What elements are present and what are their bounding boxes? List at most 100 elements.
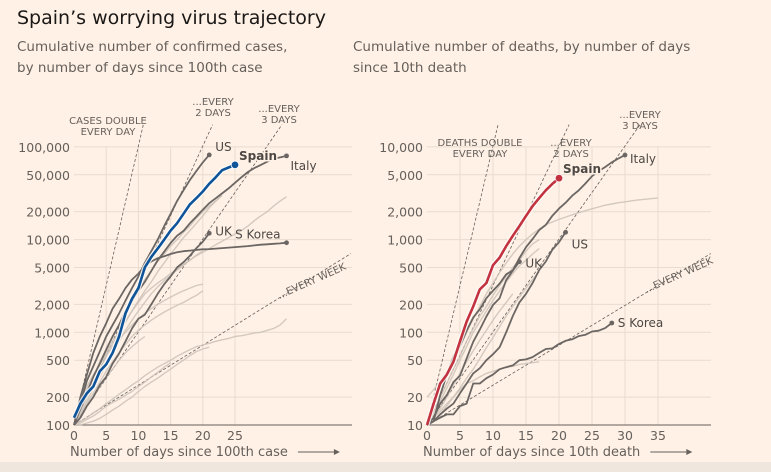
x-tick-label: 10 [130, 428, 146, 443]
cases-chart: 1002005001,0002,0005,00010,00020,00050,0… [18, 97, 352, 460]
series-line-other-3 [426, 248, 540, 426]
y-tick-label: 1,000 [387, 233, 423, 248]
y-tick-label: 200 [399, 297, 423, 312]
y-tick-label: 20 [407, 390, 423, 405]
y-tick-label: 500 [399, 261, 423, 276]
y-tick-label: 500 [46, 353, 70, 368]
doubling-guide-label: CASES DOUBLE [69, 116, 147, 127]
doubling-guide-line [73, 253, 352, 426]
series-label-italy: Italy [630, 152, 656, 166]
series-line-other-4 [426, 293, 514, 426]
series-label-spain: Spain [563, 162, 601, 176]
x-axis-title: Number of days since 100th case [70, 445, 288, 460]
series-label-s-korea: S Korea [618, 316, 663, 330]
doubling-guide-label: ...EVERY [619, 110, 661, 121]
series-line-other-5 [73, 318, 287, 426]
arrowhead-icon [686, 449, 693, 455]
series-line-s-korea [73, 241, 287, 426]
footer-strip [0, 462, 771, 472]
cases-subtitle-line1: Cumulative number of confirmed cases, [17, 39, 287, 55]
series-label-us: US [572, 237, 588, 251]
deaths-chart: 10 20 50 100 200 500 1,000 2,000 5,000 10,000 0 5 10… [379, 110, 715, 460]
y-tick-label: 10 [407, 418, 423, 433]
y-tick-label: 5,000 [387, 168, 423, 183]
figure-title: Spain’s worrying virus trajectory [17, 7, 326, 29]
series-label-s-korea: S Korea [235, 228, 280, 242]
x-tick-label: 25 [584, 428, 600, 443]
series-label-uk: UK [525, 257, 543, 271]
doubling-guide-label: DEATHS DOUBLE [438, 138, 523, 149]
series-line-other-9 [73, 290, 204, 426]
y-tick-label: 100,000 [18, 140, 70, 155]
x-tick-label: 0 [423, 428, 431, 443]
doubling-guide-label: ...EVERY [192, 97, 234, 108]
y-tick-label: 100 [399, 325, 423, 340]
y-tick-label: 1,000 [34, 325, 70, 340]
series-line-us [426, 231, 567, 426]
doubling-guide-label: ...EVERY WEEK [643, 256, 715, 296]
deaths-subtitle-line1: Cumulative number of deaths, by number o… [353, 39, 690, 55]
y-tick-label: 5,000 [34, 261, 70, 276]
arrowhead-icon [333, 449, 340, 455]
x-tick-label: 30 [617, 428, 633, 443]
doubling-guide-label: 2 DAYS [553, 149, 589, 160]
series-line-uk [426, 261, 521, 426]
y-tick-label: 100 [46, 418, 70, 433]
x-tick-label: 10 [485, 428, 501, 443]
x-axis-title: Number of days since 10th death [423, 445, 640, 460]
series-line-italy [426, 154, 626, 426]
doubling-guide-label: EVERY DAY [453, 149, 509, 160]
x-tick-label: 5 [102, 428, 110, 443]
series-end-marker-italy [622, 152, 628, 158]
y-tick-label: 10,000 [379, 140, 423, 155]
series-line-other-1 [426, 361, 540, 426]
y-tick-label: 200 [46, 390, 70, 405]
series-end-marker-s-korea [609, 320, 615, 326]
y-tick-label: 2,000 [387, 205, 423, 220]
series-end-marker-spain [230, 160, 240, 170]
series-end-marker-us [563, 229, 568, 235]
y-tick-label: 50 [407, 353, 423, 368]
x-tick-label: 0 [70, 428, 78, 443]
x-tick-label: 15 [518, 428, 534, 443]
x-tick-label: 20 [551, 428, 567, 443]
doubling-guide-label: 2 DAYS [195, 108, 231, 119]
y-tick-label: 20,000 [26, 205, 70, 220]
x-tick-label: 15 [163, 428, 179, 443]
x-tick-label: 20 [195, 428, 211, 443]
series-line-uk [73, 232, 210, 426]
doubling-guide-label: ...EVERY [258, 104, 300, 115]
series-end-marker-spain [554, 173, 564, 183]
y-tick-label: 10,000 [26, 233, 70, 248]
series-end-marker-s-korea [284, 240, 289, 246]
doubling-guide-line [426, 124, 641, 426]
doubling-guide-line [426, 124, 499, 426]
series-line-other-3 [73, 362, 172, 426]
series-label-uk: UK [215, 224, 233, 238]
series-line-s-korea [426, 322, 613, 426]
doubling-guide-label: EVERY DAY [81, 127, 137, 138]
doubling-guide-label: 3 DAYS [622, 121, 658, 132]
series-end-marker-uk [206, 230, 212, 236]
series-label-italy: Italy [291, 159, 317, 173]
series-label-us: US [215, 140, 231, 154]
deaths-subtitle-line2: since 10th death [353, 60, 467, 76]
series-label-spain: Spain [239, 149, 277, 163]
series-line-italy [73, 155, 287, 426]
series-line-spain [425, 177, 560, 426]
series-line-other-2 [426, 239, 540, 426]
x-tick-label: 5 [456, 428, 464, 443]
y-tick-label: 50,000 [26, 168, 70, 183]
series-line-other-4 [74, 346, 210, 426]
series-end-marker-uk [517, 259, 522, 265]
doubling-guide-label: ...EVERY [550, 138, 592, 149]
series-line-spain [72, 163, 236, 419]
series-end-marker-us [206, 152, 212, 158]
doubling-guide-line [73, 124, 144, 426]
x-tick-label: 35 [650, 428, 666, 443]
series-end-marker-italy [284, 153, 289, 159]
doubling-guide-label: 3 DAYS [261, 115, 297, 126]
series-line-other-5 [426, 271, 540, 426]
x-tick-label: 25 [227, 428, 243, 443]
